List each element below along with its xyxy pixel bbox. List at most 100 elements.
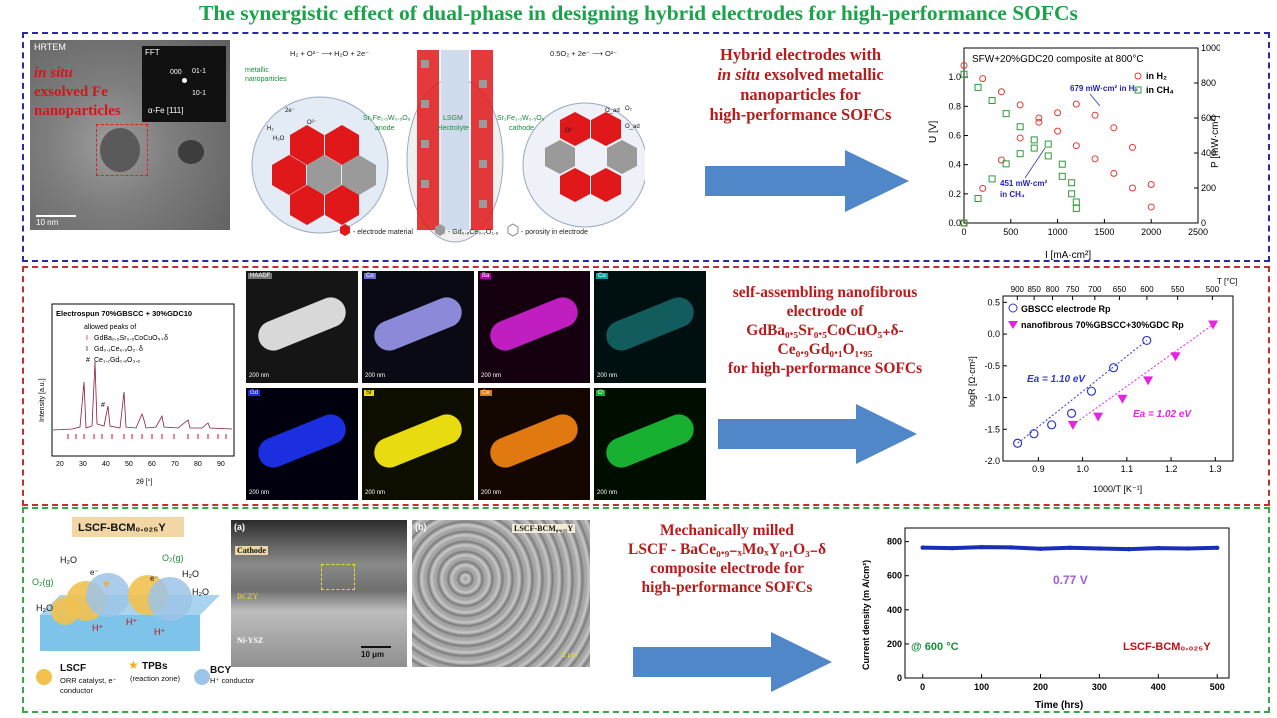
label-oad-2: O_ad xyxy=(625,124,640,130)
arr-x2tick-label: 600 xyxy=(1140,285,1154,294)
ivp-point-h2-voltage xyxy=(1091,155,1099,163)
sem-b-label: (b) xyxy=(415,522,427,532)
schem-lbl-h2o-2: H₂O xyxy=(182,569,199,579)
anode-circle xyxy=(251,96,389,234)
label-2e: 2e⁻ xyxy=(285,108,295,114)
xrd-xtick-30: 30 xyxy=(79,461,87,468)
sofc-schematic: H₂ + O²⁻ ⟶ H₂O + 2e⁻ 0.5O₂ + 2e⁻ ⟶ O²⁻ m… xyxy=(245,49,645,243)
xrd-peak-2: Gd₀.₁Ce₀.₉O₂₋δ xyxy=(94,346,143,353)
panel3-text: Mechanically milled LSCF - BaCe₀.₉₋ₓMoₓY… xyxy=(592,522,862,598)
electrolyte-label-1: LSGM xyxy=(443,115,463,122)
dur-annot-temp: @ 600 °C xyxy=(911,641,959,653)
dur-point xyxy=(1126,546,1132,552)
schem-lbl-h-3: H⁺ xyxy=(154,627,165,637)
ivp-point-h2-voltage xyxy=(1128,184,1136,192)
dur-xtick-label: 300 xyxy=(1092,682,1107,692)
eds-fiber-o xyxy=(601,409,699,473)
arr-x2tick-label: 900 xyxy=(1011,285,1025,294)
ivp-xtick-label: 500 xyxy=(1003,227,1018,237)
panel2-line-1: self-assembling nanofibrous xyxy=(732,284,918,301)
eds-map-sr: Sr 200 nm xyxy=(362,388,474,500)
cathode-circle xyxy=(522,102,645,228)
annot-h2-power: 679 mW·cm² in H₂ xyxy=(1070,84,1138,93)
eds-scale-gd: 200 nm xyxy=(249,490,270,496)
insitu-caption: in situ exsolved Fe nanoparticles xyxy=(34,64,142,121)
dur-annot-voltage: 0.77 V xyxy=(1053,573,1088,587)
xrd-xtick-80: 80 xyxy=(194,461,202,468)
ivp-y2tick-label: 600 xyxy=(1201,113,1216,123)
ivp-point-h2-voltage xyxy=(979,75,987,83)
xrd-mark-2: I xyxy=(86,346,88,353)
dur-xtick-label: 200 xyxy=(1033,682,1048,692)
xrd-xtick-60: 60 xyxy=(148,461,156,468)
legend-tpb-star: ★ xyxy=(128,658,139,672)
ivp-point-ch4-power xyxy=(1044,140,1052,148)
ivp-ytick-label: 0.2 xyxy=(948,189,961,199)
eds-fiber-co xyxy=(369,292,467,356)
legend-gdc: - Gd₀.₈Ce₀.₂O₁.₉ xyxy=(448,229,499,236)
arr-legend-2-name: nanofibrous 70%GBSCC+30%GDC Rp xyxy=(1021,320,1184,330)
arr-ea-2: Ea = 1.02 eV xyxy=(1133,409,1192,420)
arr-point-gbscc xyxy=(1029,429,1039,439)
eds-tag-ce: Ce xyxy=(480,390,492,396)
dur-point xyxy=(1156,545,1161,551)
arr-fit-line-1 xyxy=(1017,340,1148,444)
legend-electrode-hex xyxy=(340,224,350,236)
arr-x2tick-label: 500 xyxy=(1206,285,1220,294)
schem-lbl-h2o-4: H₂O xyxy=(192,587,209,597)
arr-legend-triangle xyxy=(1008,321,1018,329)
panel3-line-2: LSCF - BaCe₀.₉₋ₓMoₓY₀.₁O₃₋δ xyxy=(627,540,826,558)
dark-particle xyxy=(178,140,204,164)
dur-point xyxy=(979,544,984,550)
ivp-ytick-label: 0.0 xyxy=(948,218,961,228)
xrd-xlabel: 2θ [°] xyxy=(136,478,152,486)
hrtem-tag: HRTEM xyxy=(34,42,66,52)
xrd-frame xyxy=(51,303,235,457)
eds-fiber-haadf xyxy=(253,292,351,356)
arr-x2tick-label: 700 xyxy=(1088,285,1102,294)
ivp-point-h2-voltage xyxy=(997,88,1005,96)
xrd-title: Electrospun 70%GBSCC + 30%GDC10 xyxy=(56,309,192,318)
eds-scale-ce: 200 nm xyxy=(481,490,502,496)
ivp-point-h2-power xyxy=(1110,124,1118,132)
legend-porosity: - porosity in electrode xyxy=(521,229,588,236)
panel2-line-5: for high-performance SOFCs xyxy=(727,359,923,377)
dur-point xyxy=(1008,545,1014,550)
ivp-chart: SFW+20%GDC20 composite at 800°C I [mA·cm… xyxy=(928,43,1220,261)
arr-point-gbscc xyxy=(1047,420,1057,430)
ivp-point-ch4-power xyxy=(974,195,982,202)
panel1-text: Hybrid electrodes with in situ exsolved … xyxy=(668,45,933,126)
label-h2: H₂ xyxy=(267,126,274,132)
ivp-xtick-label: 1000 xyxy=(1048,227,1068,237)
insitu-italic: in situ xyxy=(717,65,760,85)
nanoparticles-text: nanoparticles xyxy=(34,103,121,119)
ivp-point-h2-voltage xyxy=(1054,127,1062,135)
dur-xtick-label: 500 xyxy=(1210,682,1225,692)
eds-scale-cu: 200 nm xyxy=(597,373,618,379)
dur-annot-material: LSCF-BCM₀.₀₂₅Y xyxy=(1123,641,1211,653)
arr-xtick-label: 1.3 xyxy=(1209,464,1222,474)
fft-phase: α-Fe [111] xyxy=(148,106,184,115)
exsolved-rest: exsolved metallic xyxy=(759,65,884,85)
scale-bar xyxy=(36,215,76,217)
dur-ylabel: Current density (m A/cm²) xyxy=(861,560,871,670)
arr-point-gbscc xyxy=(1108,363,1119,373)
panel-nanofibrous xyxy=(22,266,1270,506)
xrd-peak-3: Ce₁.₂Gd₀.₈O₃.₆ xyxy=(94,357,140,364)
xrd-tick-marks xyxy=(67,434,227,439)
fft-index-000: 000 xyxy=(170,69,182,76)
sem-zoom-box xyxy=(321,564,355,590)
legend-ch4: in CH₄ xyxy=(1146,85,1174,95)
panel1-line-1: Hybrid electrodes with xyxy=(719,45,881,64)
arr-point-nanofibrous xyxy=(1067,420,1078,430)
arr-legend-2: nanofibrous 70%GBSCC+30%GDC Rp xyxy=(1021,320,1184,330)
sem-b-scale: 1 μm xyxy=(562,652,578,659)
panel-exsolution xyxy=(22,32,1270,262)
arr-legend-1: GBSCC electrode Rp xyxy=(1021,304,1111,314)
xrd-mark-1: I xyxy=(86,335,88,342)
schem-bcy-2 xyxy=(148,577,192,621)
ivp-point-h2-voltage xyxy=(1110,169,1118,177)
arr-ytick-label: 0.5 xyxy=(987,297,1000,307)
dur-xtick-label: 100 xyxy=(974,682,989,692)
ivp-xtick-label: 2500 xyxy=(1188,227,1208,237)
